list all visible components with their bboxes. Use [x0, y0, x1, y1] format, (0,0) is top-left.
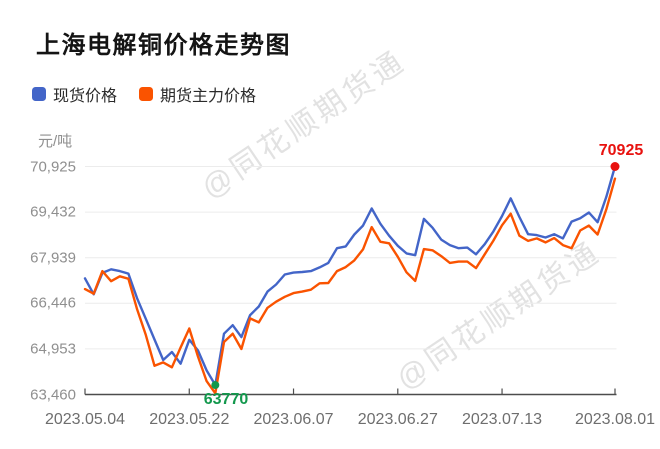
max-point-marker — [610, 162, 620, 171]
y-tick-label: 66,446 — [30, 294, 76, 312]
x-tick-label: 2023.08.01 — [574, 411, 656, 428]
legend-item-spot[interactable]: 现货价格 — [32, 82, 117, 106]
x-tick-label: 2023.06.27 — [357, 411, 438, 428]
legend-label: 现货价格 — [53, 88, 118, 105]
legend-item-futures[interactable]: 期货主力价格 — [139, 82, 256, 106]
legend-swatch-spot — [32, 87, 46, 101]
y-tick-label: 69,432 — [30, 203, 76, 221]
x-tick-label: 2023.05.22 — [149, 411, 230, 428]
futures-price-line — [83, 177, 617, 395]
min-value-annotation: 63770 — [203, 391, 249, 408]
y-axis-unit-label: 元/吨 — [38, 133, 73, 150]
legend-swatch-futures — [139, 87, 154, 101]
max-value-annotation: 70925 — [598, 142, 644, 159]
y-tick-label: 63,460 — [30, 386, 76, 403]
legend-label: 期货主力价格 — [160, 88, 257, 105]
x-tick-label: 2023.06.07 — [253, 411, 334, 428]
y-tick-label: 64,953 — [30, 340, 76, 358]
spot-price-line — [83, 165, 617, 387]
legend: 现货价格 期货主力价格 — [32, 82, 256, 106]
chart-title: 上海电解铜价格走势图 — [36, 32, 291, 59]
y-tick-label: 70,925 — [30, 158, 76, 175]
min-point-marker — [211, 381, 220, 390]
x-tick-label: 2023.07.13 — [461, 411, 543, 428]
x-tick-label: 2023.05.04 — [44, 411, 126, 428]
y-tick-label: 67,939 — [30, 249, 76, 267]
